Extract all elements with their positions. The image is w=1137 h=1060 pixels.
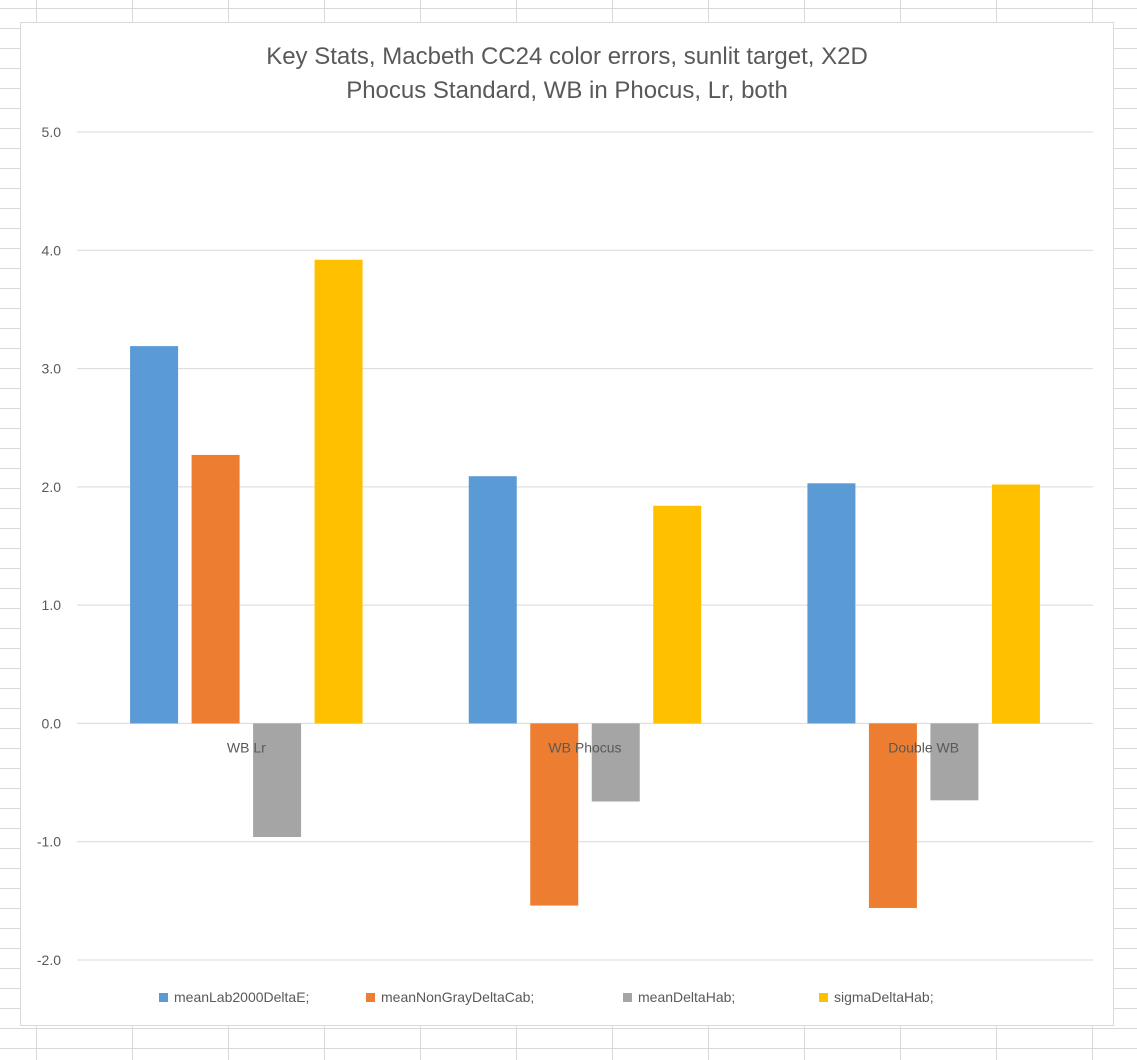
legend-item: sigmaDeltaHab; — [819, 989, 934, 1005]
legend-label: meanDeltaHab; — [638, 989, 736, 1005]
y-tick-label: -2.0 — [37, 952, 61, 968]
x-category-label: WB Lr — [227, 739, 266, 755]
y-tick-label: 4.0 — [42, 242, 62, 258]
y-tick-label: 3.0 — [42, 361, 62, 377]
chart-subtitle: Phocus Standard, WB in Phocus, Lr, both — [346, 77, 788, 104]
legend-swatch — [819, 992, 828, 1002]
legend-swatch — [366, 992, 375, 1002]
bar-sigmaDeltaHab-0 — [314, 259, 363, 724]
bar-meanLab2000DeltaE-2 — [807, 483, 856, 724]
chart-area: Key Stats, Macbeth CC24 color errors, su… — [20, 22, 1114, 1026]
legend-item: meanNonGrayDeltaCab; — [366, 989, 534, 1005]
bar-meanNonGrayDeltaCab-1 — [530, 723, 579, 906]
y-tick-label: 5.0 — [42, 124, 62, 140]
bar-meanDeltaHab-0 — [253, 723, 302, 837]
legend-swatch — [623, 992, 632, 1002]
legend: meanLab2000DeltaE; meanNonGrayDeltaCab; me… — [21, 989, 1113, 1009]
bar-meanNonGrayDeltaCab-0 — [191, 454, 240, 724]
bar-meanNonGrayDeltaCab-2 — [868, 723, 917, 908]
legend-item: meanDeltaHab; — [623, 989, 735, 1005]
bar-meanLab2000DeltaE-1 — [468, 476, 517, 724]
legend-label: sigmaDeltaHab; — [834, 989, 934, 1005]
chart-title: Key Stats, Macbeth CC24 color errors, su… — [266, 43, 868, 70]
bar-meanDeltaHab-2 — [930, 723, 979, 801]
legend-swatch — [159, 992, 168, 1002]
y-tick-label: -1.0 — [37, 834, 61, 850]
x-category-label: Double WB — [888, 739, 959, 755]
bar-meanDeltaHab-1 — [591, 723, 640, 802]
x-category-label: WB Phocus — [548, 739, 621, 755]
y-tick-label: 1.0 — [42, 597, 62, 613]
legend-label: meanNonGrayDeltaCab; — [381, 989, 535, 1005]
legend-item: meanLab2000DeltaE; — [159, 989, 309, 1005]
bar-sigmaDeltaHab-2 — [991, 484, 1040, 724]
bar-sigmaDeltaHab-1 — [653, 505, 702, 724]
y-tick-label: 0.0 — [42, 715, 62, 731]
bar-meanLab2000DeltaE-0 — [130, 346, 179, 724]
legend-label: meanLab2000DeltaE; — [174, 989, 310, 1005]
y-tick-label: 2.0 — [42, 479, 62, 495]
plot-area: -2.0 -1.0 0.0 1.0 2.0 3.0 4.0 5.0 WB Lr WB Phocus… — [37, 124, 1093, 968]
